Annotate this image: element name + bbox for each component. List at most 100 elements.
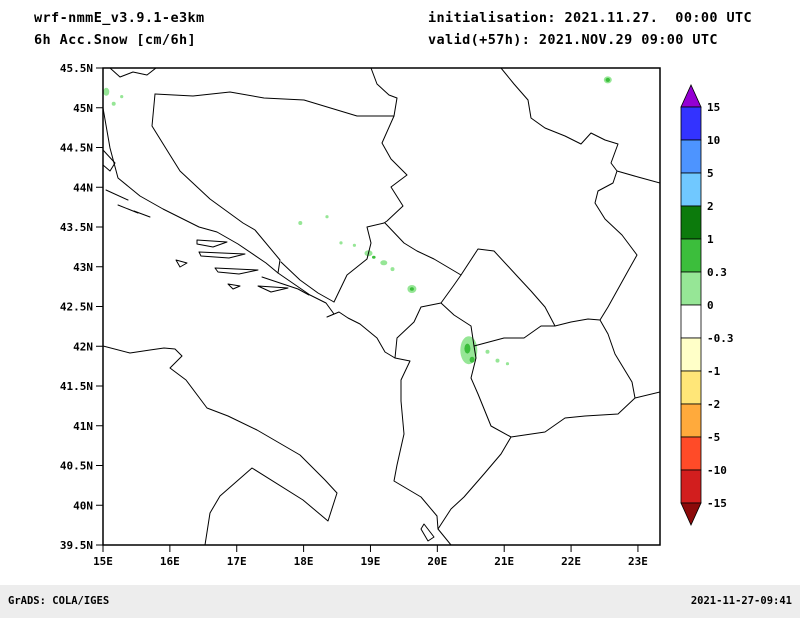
- colorbar-segment: [680, 403, 702, 438]
- lat-tick-label: 41.5N: [60, 380, 93, 393]
- lon-tick-label: 17E: [227, 555, 247, 568]
- colorbar-segment: [680, 469, 702, 504]
- border-macedonia-north: [473, 318, 601, 347]
- snow-patch: [352, 243, 356, 247]
- snow-patch: [495, 358, 500, 363]
- lon-tick-label: 20E: [427, 555, 447, 568]
- colorbar-label: -5: [707, 431, 720, 444]
- lon-tick-label: 21E: [494, 555, 514, 568]
- creation-timestamp: 2021-11-27-09:41: [690, 595, 792, 607]
- lon-tick-label: 18E: [294, 555, 314, 568]
- snow-patch: [380, 260, 388, 266]
- colorbar-segment: [680, 271, 702, 306]
- border-montenegro-kosovo: [440, 274, 462, 304]
- island-mljet: [257, 285, 289, 293]
- colorbar-label: -0.3: [707, 332, 734, 345]
- island-corfu: [420, 523, 435, 542]
- colorbar-label: 0.3: [707, 266, 727, 279]
- colorbar-label: 1: [707, 233, 714, 246]
- coastline-adriatic-east: [103, 107, 452, 545]
- colorbar-label: 15: [707, 101, 720, 114]
- border-croatia-serbia-danube: [370, 68, 398, 117]
- lon-tick-label: 23E: [628, 555, 648, 568]
- colorbar-label: 5: [707, 167, 714, 180]
- lat-tick-label: 41N: [73, 420, 93, 433]
- map-frame: [102, 67, 661, 546]
- colorbar-segment: [680, 106, 702, 141]
- colorbar: 15 10 5 2 1 0.3 0 -0.3 -1 -2 -5 -10 -15: [680, 84, 734, 526]
- colorbar-arrow-top: [680, 84, 702, 108]
- border-bosnia-montenegro-serbia-sava: [154, 91, 408, 303]
- snow-patch: [390, 267, 395, 272]
- lat-tick-label: 40.5N: [60, 460, 93, 473]
- colorbar-segment: [680, 304, 702, 339]
- border-slovenia-croatia: [109, 68, 157, 78]
- snow-patch: [605, 77, 610, 82]
- snow-patch: [111, 101, 116, 106]
- border-albania-macedonia: [470, 345, 512, 438]
- colorbar-label: -10: [707, 464, 727, 477]
- lat-tick-label: 43N: [73, 261, 93, 274]
- lat-tick-label: 44.5N: [60, 142, 93, 155]
- colorbar-label: -2: [707, 398, 720, 411]
- border-kosovo-serbia: [460, 248, 556, 327]
- snow-patch: [505, 362, 510, 366]
- colorbar-segment: [680, 139, 702, 174]
- colorbar-arrow-bottom: [680, 502, 702, 526]
- lon-tick-label: 22E: [561, 555, 581, 568]
- snow-patches-layer: [103, 76, 612, 366]
- colorbar-label: 2: [707, 200, 714, 213]
- colorbar-label: 10: [707, 134, 720, 147]
- lat-tick-label: 45N: [73, 102, 93, 115]
- colorbar-segment: [680, 370, 702, 405]
- snow-patch: [325, 215, 329, 219]
- island-dugi-otok: [105, 189, 129, 201]
- title-block: wrf-nmmE_v3.9.1-e3km 6h Acc.Snow [cm/6h]: [34, 7, 205, 51]
- island-kornati-2: [133, 210, 151, 218]
- field-title: 6h Acc.Snow [cm/6h]: [34, 32, 197, 48]
- lon-tick-label: 19E: [361, 555, 381, 568]
- snow-patch: [120, 95, 124, 99]
- lat-tick-label: 45.5N: [60, 62, 93, 75]
- border-albania-montenegro: [394, 302, 442, 359]
- coastlines: [103, 107, 452, 545]
- lat-tick-label: 40N: [73, 499, 93, 512]
- snow-patch: [298, 221, 303, 225]
- snow-patch: [372, 255, 376, 259]
- lat-tick-label: 44N: [73, 181, 93, 194]
- initialisation-time: initialisation: 2021.11.27. 00:00 UTC: [428, 10, 753, 26]
- lat-tick-label: 42.5N: [60, 301, 93, 314]
- axis-labels: 45.5N 45N 44.5N 44N 43.5N 43N 42.5N 42N 41.5N 41N…: [60, 62, 648, 568]
- border-danube-east: [616, 170, 660, 184]
- time-block: initialisation: 2021.11.27. 00:00 UTC va…: [428, 7, 752, 51]
- colorbar-segment: [680, 337, 702, 372]
- lon-tick-label: 15E: [93, 555, 113, 568]
- colorbar-segment: [680, 238, 702, 273]
- island-korcula: [214, 267, 259, 275]
- border-greece-bulgaria: [634, 391, 660, 399]
- snow-patch: [469, 356, 475, 363]
- snow-patch: [339, 241, 343, 245]
- colorbar-label: -15: [707, 497, 727, 510]
- border-croatia-bosnia-west: [151, 93, 281, 274]
- island-lastovo: [227, 283, 241, 290]
- snow-patch: [464, 343, 471, 354]
- coastline-peljesac: [261, 276, 310, 296]
- snow-patch: [103, 87, 110, 96]
- country-borders: [109, 68, 660, 530]
- colorbar-label: 0: [707, 299, 714, 312]
- island-vis: [175, 259, 188, 268]
- lat-tick-label: 43.5N: [60, 221, 93, 234]
- border-montenegro-serbia: [384, 222, 462, 276]
- grads-credit: GrADS: COLA/IGES: [8, 595, 110, 607]
- lat-tick-label: 39.5N: [60, 539, 93, 552]
- colorbar-label: -1: [707, 365, 721, 378]
- colorbar-segment: [680, 436, 702, 471]
- footer-band: GrADS: COLA/IGES 2021-11-27-09:41: [0, 585, 800, 618]
- lat-tick-label: 42N: [73, 340, 93, 353]
- colorbar-segment: [680, 205, 702, 240]
- colorbar-segment: [680, 172, 702, 207]
- lon-tick-label: 16E: [160, 555, 180, 568]
- coastline-italy: [103, 345, 338, 545]
